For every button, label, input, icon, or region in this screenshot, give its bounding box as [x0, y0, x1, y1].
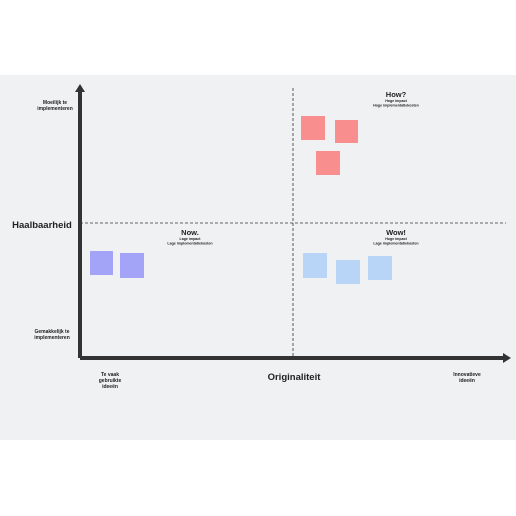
quadrant-note: Hoge implementatiekosten	[373, 104, 419, 108]
quadrant-title: Wow!	[386, 228, 406, 237]
sticky-notes	[90, 116, 392, 284]
y-arrow	[75, 84, 85, 92]
y-axis-label: Haalbaarheid	[12, 220, 72, 231]
quadrant-title: Now.	[181, 228, 199, 237]
sticky-note	[301, 116, 325, 140]
quadrant-note: Lage implementatiekosten	[167, 242, 212, 246]
quadrant-note: Hoge impact	[385, 237, 407, 241]
quadrant-note: Lage implementatiekosten	[373, 242, 418, 246]
axis-end-label: ideeën	[459, 378, 475, 384]
quadrant-title: How?	[386, 90, 407, 99]
sticky-note	[336, 260, 360, 284]
sticky-note	[120, 253, 144, 278]
board	[0, 75, 516, 440]
x-arrow	[503, 353, 511, 363]
sticky-note	[303, 253, 327, 278]
axis-end-label: Gemakkelijk te	[34, 329, 69, 335]
x-axis-label: Originaliteit	[268, 372, 322, 383]
axis-end-label: gebruikte	[99, 378, 122, 384]
quadrant-note: Hoge impact	[385, 99, 407, 103]
axis-end-label: Moeilijk te	[43, 100, 67, 106]
axis-end-label: Innovatieve	[453, 372, 481, 378]
sticky-note	[90, 251, 113, 275]
axis-end-label: implementeren	[37, 106, 73, 112]
axis-end-label: Te vaak	[101, 372, 119, 378]
sticky-note	[368, 256, 392, 280]
axis-end-label: ideeën	[102, 384, 118, 390]
sticky-note	[316, 151, 340, 175]
axis-end-label: implementeren	[34, 335, 70, 341]
sticky-note	[335, 120, 358, 143]
quadrant-note: Lage impact	[180, 237, 202, 241]
